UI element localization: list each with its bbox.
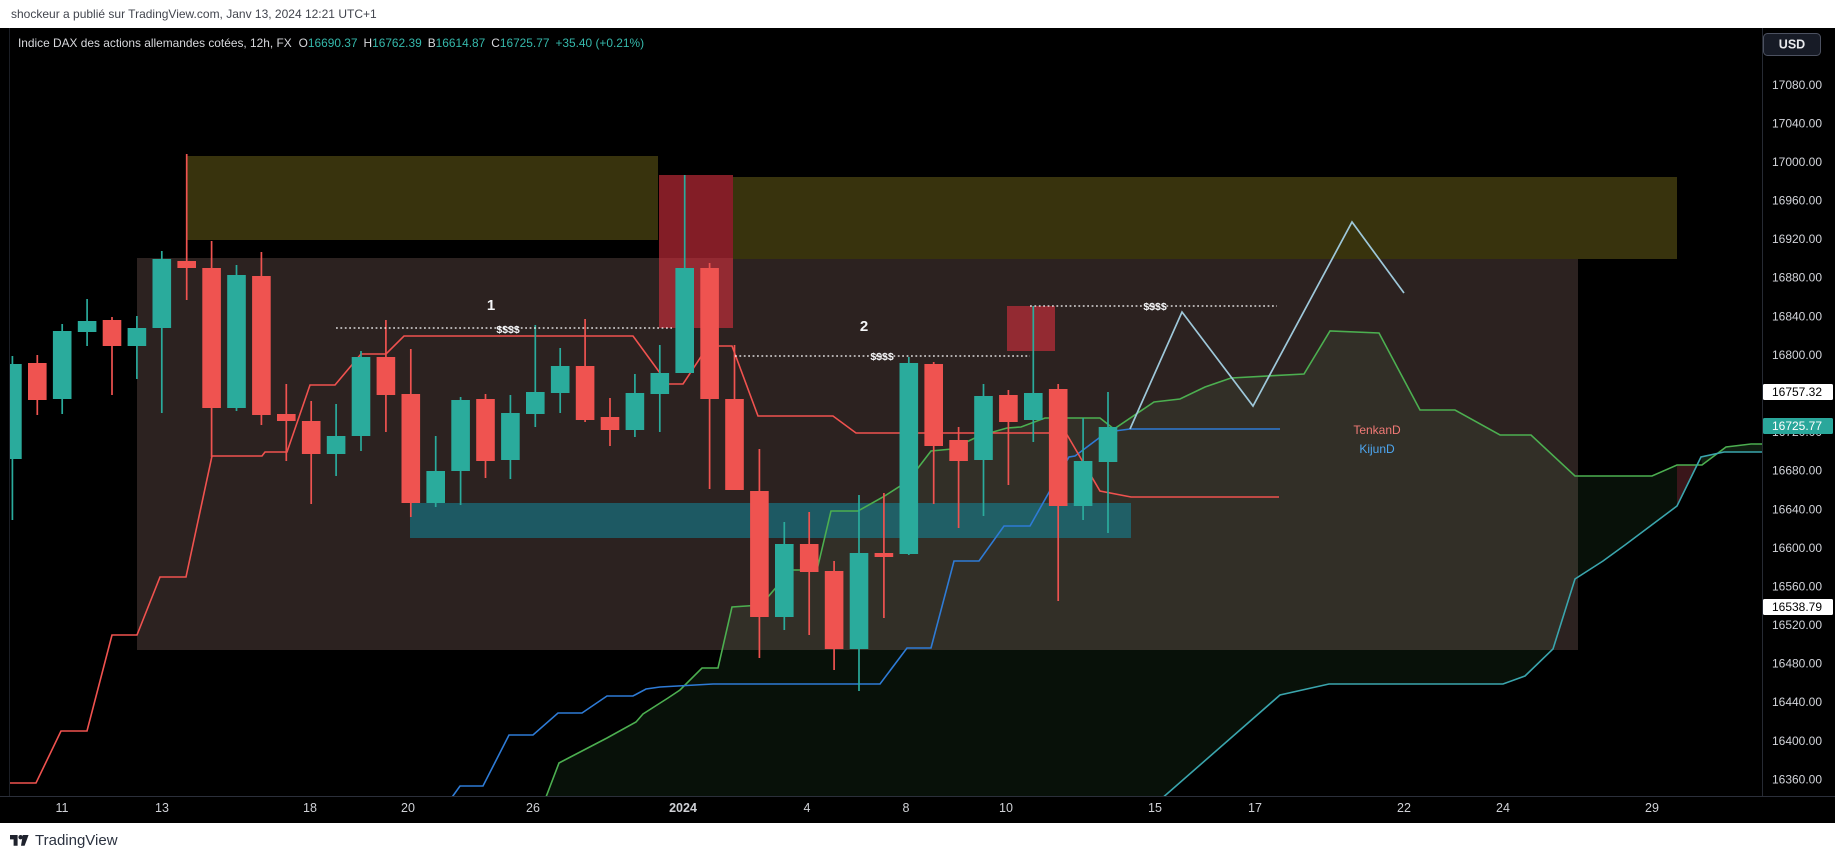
svg-text:$$$$: $$$$: [870, 351, 894, 363]
svg-text:16520.00: 16520.00: [1772, 618, 1822, 632]
svg-text:20: 20: [401, 801, 415, 815]
svg-text:8: 8: [903, 801, 910, 815]
svg-text:KijunD: KijunD: [1359, 442, 1395, 456]
svg-text:$$$$: $$$$: [1143, 301, 1167, 313]
svg-text:17000.00: 17000.00: [1772, 155, 1822, 169]
svg-text:16360.00: 16360.00: [1772, 772, 1822, 786]
svg-text:USD: USD: [1779, 38, 1805, 52]
svg-text:TenkanD: TenkanD: [1353, 423, 1401, 437]
svg-text:4: 4: [804, 801, 811, 815]
svg-text:16400.00: 16400.00: [1772, 734, 1822, 748]
svg-text:16600.00: 16600.00: [1772, 541, 1822, 555]
svg-text:11: 11: [56, 801, 69, 815]
svg-text:$$$$: $$$$: [496, 324, 520, 336]
svg-text:16960.00: 16960.00: [1772, 194, 1822, 208]
svg-text:Indice DAX des actions alleman: Indice DAX des actions allemandes cotées…: [18, 36, 644, 50]
svg-text:16680.00: 16680.00: [1772, 464, 1822, 478]
svg-text:16800.00: 16800.00: [1772, 348, 1822, 362]
svg-text:16880.00: 16880.00: [1772, 271, 1822, 285]
svg-text:26: 26: [526, 801, 540, 815]
svg-text:17040.00: 17040.00: [1772, 116, 1822, 130]
svg-text:16725.77: 16725.77: [1772, 419, 1822, 433]
svg-text:18: 18: [303, 801, 317, 815]
svg-text:16757.32: 16757.32: [1772, 385, 1822, 399]
svg-text:13: 13: [155, 801, 169, 815]
svg-text:16538.79: 16538.79: [1772, 600, 1822, 614]
svg-text:16480.00: 16480.00: [1772, 657, 1822, 671]
svg-text:24: 24: [1496, 801, 1510, 815]
svg-text:17: 17: [1248, 801, 1262, 815]
svg-text:16640.00: 16640.00: [1772, 502, 1822, 516]
svg-text:29: 29: [1645, 801, 1659, 815]
svg-text:2024: 2024: [669, 801, 697, 815]
svg-text:16840.00: 16840.00: [1772, 309, 1822, 323]
svg-text:15: 15: [1148, 801, 1162, 815]
svg-text:16920.00: 16920.00: [1772, 232, 1822, 246]
svg-text:10: 10: [999, 801, 1013, 815]
svg-text:16440.00: 16440.00: [1772, 695, 1822, 709]
svg-text:1: 1: [487, 297, 495, 314]
svg-text:17080.00: 17080.00: [1772, 78, 1822, 92]
svg-text:2: 2: [860, 318, 868, 335]
svg-text:16560.00: 16560.00: [1772, 579, 1822, 593]
svg-text:22: 22: [1397, 801, 1411, 815]
